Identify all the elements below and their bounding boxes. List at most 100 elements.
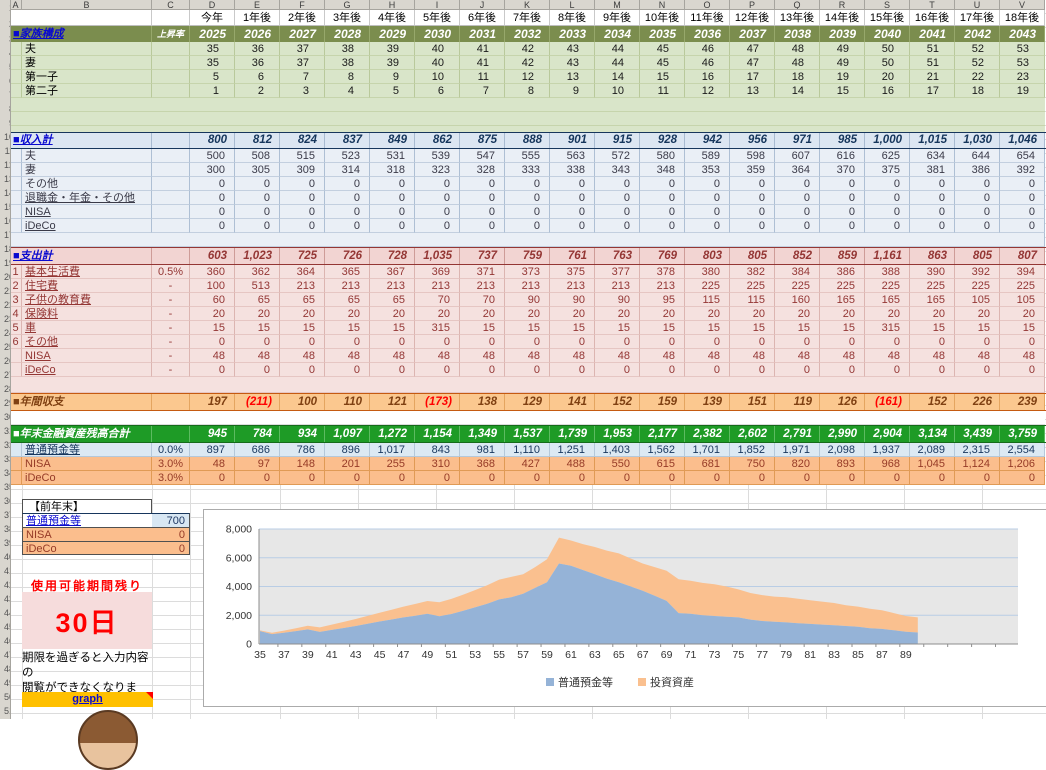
row-number[interactable]: 9 <box>0 116 10 130</box>
row-number[interactable]: 30 <box>3 412 10 422</box>
income-value-cell[interactable]: 0 <box>460 219 505 233</box>
income-value-cell[interactable]: 0 <box>505 191 550 205</box>
asset-value-cell[interactable]: 0 <box>820 471 865 485</box>
asset-value-cell[interactable]: 0 <box>235 471 280 485</box>
income-value-cell[interactable]: 0 <box>370 191 415 205</box>
expense-value-cell[interactable]: 165 <box>865 293 910 307</box>
age-cell[interactable]: 13 <box>550 70 595 84</box>
age-cell[interactable]: 51 <box>910 56 955 70</box>
expense-value-cell[interactable]: 65 <box>370 293 415 307</box>
age-cell[interactable]: 20 <box>865 70 910 84</box>
row-number[interactable]: 31 <box>3 426 10 436</box>
column-letter[interactable]: J <box>460 0 505 10</box>
column-letter[interactable]: Q <box>775 0 820 10</box>
income-row-label[interactable]: iDeCo <box>22 219 152 233</box>
expense-value-cell[interactable]: 20 <box>505 307 550 321</box>
asset-value-cell[interactable]: 1,045 <box>910 457 955 471</box>
expense-value-cell[interactable]: 0 <box>415 363 460 377</box>
income-section-title[interactable]: ■収入計 <box>10 133 152 148</box>
expense-value-cell[interactable]: 20 <box>280 307 325 321</box>
income-value-cell[interactable]: 0 <box>955 191 1000 205</box>
asset-value-cell[interactable]: 968 <box>865 457 910 471</box>
age-cell[interactable]: 16 <box>865 84 910 98</box>
asset-rate-cell[interactable]: 0.0% <box>152 443 190 457</box>
expense-value-cell[interactable]: 0 <box>460 363 505 377</box>
expense-value-cell[interactable]: 0 <box>640 363 685 377</box>
expense-value-cell[interactable]: 48 <box>460 349 505 363</box>
asset-value-cell[interactable]: 2,089 <box>910 443 955 457</box>
asset-value-cell[interactable]: 0 <box>190 471 235 485</box>
income-value-cell[interactable]: 0 <box>190 219 235 233</box>
asset-value-cell[interactable]: 1,110 <box>505 443 550 457</box>
expense-value-cell[interactable]: 0 <box>820 363 865 377</box>
income-value-cell[interactable]: 0 <box>415 177 460 191</box>
expense-value-cell[interactable]: 20 <box>460 307 505 321</box>
row-number[interactable]: 6 <box>0 74 10 88</box>
income-value-cell[interactable]: 0 <box>1000 177 1045 191</box>
expense-value-cell[interactable]: 48 <box>370 349 415 363</box>
expense-value-cell[interactable]: 378 <box>640 265 685 279</box>
expense-value-cell[interactable]: 20 <box>235 307 280 321</box>
expense-value-cell[interactable]: 213 <box>325 279 370 293</box>
asset-value-cell[interactable]: 2,554 <box>1000 443 1045 457</box>
age-cell[interactable]: 16 <box>685 70 730 84</box>
income-value-cell[interactable]: 0 <box>910 191 955 205</box>
asset-value-cell[interactable]: 820 <box>775 457 820 471</box>
row-number[interactable]: 40 <box>3 552 10 562</box>
expense-value-cell[interactable]: 48 <box>640 349 685 363</box>
asset-value-cell[interactable]: 681 <box>685 457 730 471</box>
expense-value-cell[interactable]: 394 <box>1000 265 1045 279</box>
column-letter[interactable]: G <box>325 0 370 10</box>
age-cell[interactable]: 10 <box>415 70 460 84</box>
expense-value-cell[interactable]: 48 <box>280 349 325 363</box>
asset-value-cell[interactable]: 0 <box>640 471 685 485</box>
row-number[interactable]: 22 <box>3 300 10 310</box>
expense-value-cell[interactable]: 0 <box>235 363 280 377</box>
expense-row-label[interactable]: iDeCo <box>22 363 152 377</box>
expense-rate-cell[interactable]: - <box>152 307 190 321</box>
age-cell[interactable]: 49 <box>820 56 865 70</box>
expense-value-cell[interactable]: 386 <box>820 265 865 279</box>
income-value-cell[interactable]: 0 <box>280 205 325 219</box>
expense-value-cell[interactable]: 0 <box>685 335 730 349</box>
age-cell[interactable]: 42 <box>505 42 550 56</box>
income-value-cell[interactable]: 572 <box>595 149 640 163</box>
expense-value-cell[interactable]: 0 <box>370 335 415 349</box>
income-value-cell[interactable]: 0 <box>325 177 370 191</box>
expense-value-cell[interactable]: 20 <box>820 307 865 321</box>
expense-value-cell[interactable]: 0 <box>865 363 910 377</box>
column-letter[interactable]: M <box>595 0 640 10</box>
asset-value-cell[interactable]: 0 <box>730 471 775 485</box>
expense-value-cell[interactable]: 90 <box>595 293 640 307</box>
asset-value-cell[interactable]: 1,206 <box>1000 457 1045 471</box>
expense-value-cell[interactable]: 115 <box>730 293 775 307</box>
age-cell[interactable]: 38 <box>325 56 370 70</box>
asset-value-cell[interactable]: 427 <box>505 457 550 471</box>
income-value-cell[interactable]: 0 <box>775 219 820 233</box>
expense-value-cell[interactable]: 15 <box>820 321 865 335</box>
expense-value-cell[interactable]: 20 <box>190 307 235 321</box>
age-cell[interactable]: 10 <box>595 84 640 98</box>
row-number[interactable]: 19 <box>3 258 10 268</box>
expense-value-cell[interactable]: 48 <box>550 349 595 363</box>
income-value-cell[interactable]: 0 <box>370 219 415 233</box>
asset-value-cell[interactable]: 148 <box>280 457 325 471</box>
expense-value-cell[interactable]: 225 <box>730 279 775 293</box>
asset-value-cell[interactable]: 0 <box>595 471 640 485</box>
income-value-cell[interactable]: 531 <box>370 149 415 163</box>
expense-value-cell[interactable]: 0 <box>1000 363 1045 377</box>
expense-value-cell[interactable]: 48 <box>865 349 910 363</box>
income-value-cell[interactable]: 323 <box>415 163 460 177</box>
income-value-cell[interactable]: 364 <box>775 163 820 177</box>
age-cell[interactable]: 2 <box>235 84 280 98</box>
expense-value-cell[interactable]: 371 <box>460 265 505 279</box>
expense-value-cell[interactable]: 20 <box>415 307 460 321</box>
expense-value-cell[interactable]: 20 <box>775 307 820 321</box>
age-cell[interactable]: 37 <box>280 56 325 70</box>
income-value-cell[interactable]: 563 <box>550 149 595 163</box>
income-value-cell[interactable]: 616 <box>820 149 865 163</box>
expense-value-cell[interactable]: 0 <box>280 335 325 349</box>
asset-value-cell[interactable]: 615 <box>640 457 685 471</box>
age-cell[interactable]: 52 <box>955 56 1000 70</box>
age-cell[interactable]: 9 <box>370 70 415 84</box>
